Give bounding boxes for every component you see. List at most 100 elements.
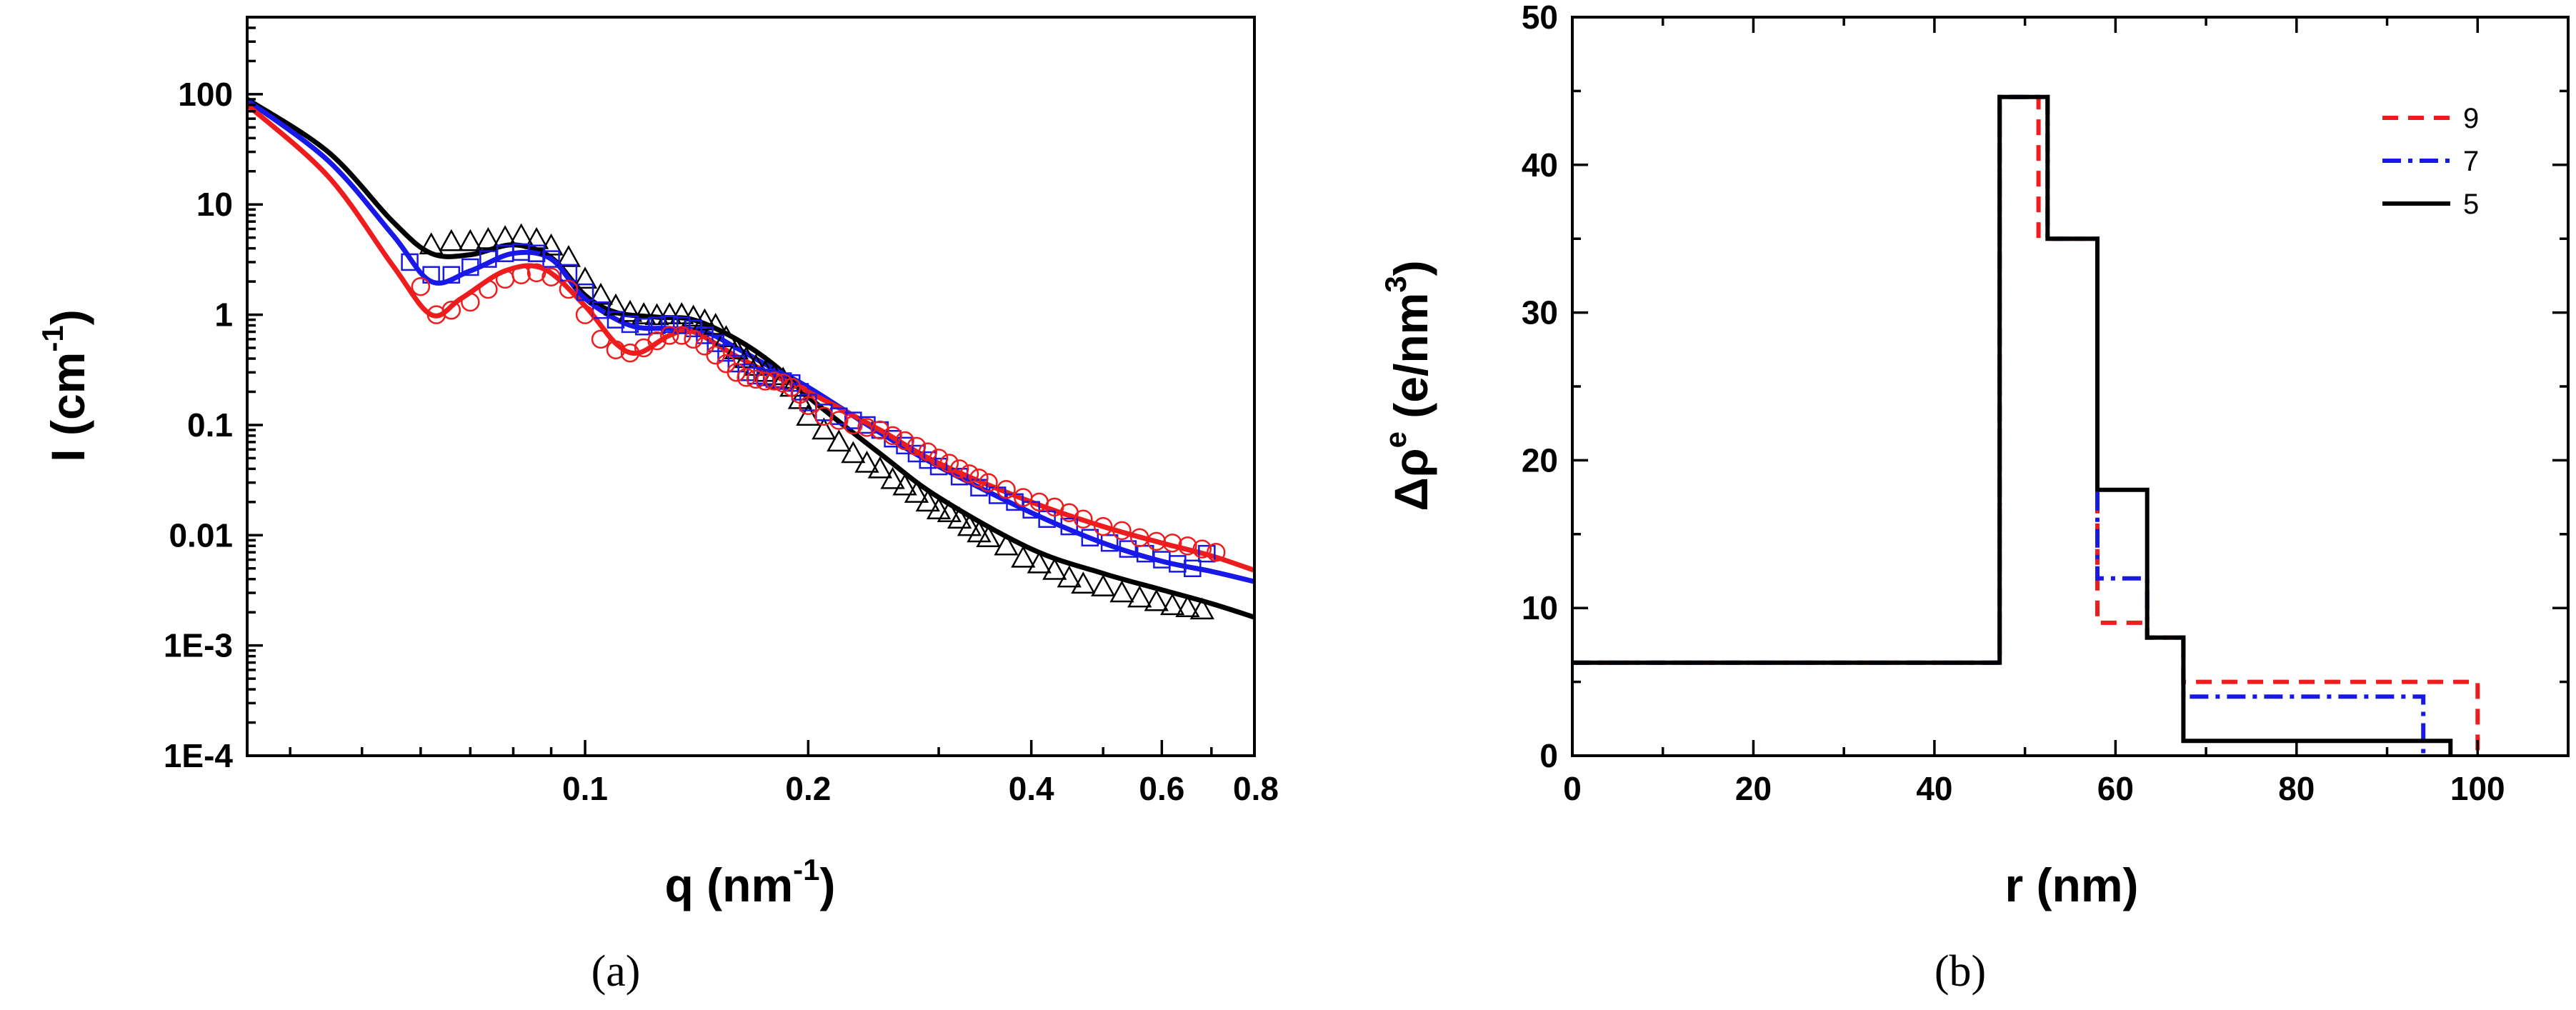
- black-data-point: [1011, 545, 1036, 568]
- red-data-point: [959, 464, 979, 484]
- red-fit-line: [247, 103, 1254, 573]
- red-data-point: [764, 371, 784, 391]
- red-data-point: [526, 263, 546, 283]
- black-data-point: [1042, 557, 1067, 580]
- red-data-point: [606, 340, 626, 360]
- blue-data-point: [673, 316, 691, 334]
- black-data-point: [524, 226, 549, 249]
- blue-data-point: [461, 258, 479, 276]
- red-data-point: [706, 345, 725, 365]
- blue-data-point: [661, 315, 679, 334]
- y-tick-label: 40: [1522, 146, 1558, 184]
- black-data-point: [644, 303, 669, 326]
- red-data-point: [647, 331, 667, 351]
- black-data-point: [976, 525, 1001, 547]
- y-tick-label: 0: [1539, 737, 1558, 774]
- panel-b-plot-frame: [1571, 16, 2570, 757]
- black-data-point: [476, 226, 501, 249]
- black-data-point: [617, 299, 643, 322]
- red-data-point: [479, 279, 498, 299]
- legend-label-7: 7: [2463, 146, 2479, 177]
- red-data-point: [511, 265, 531, 285]
- panel-b-chart: 0 20 40 60 80 100 0 10 20 30 40 50 9 7 5 r (nm) Δρe (…: [1379, 0, 2570, 996]
- red-data-point: [461, 292, 480, 312]
- red-data-point: [895, 431, 914, 451]
- black-data-point: [1144, 589, 1169, 611]
- red-data-point: [591, 329, 611, 349]
- black-data-point: [796, 404, 821, 426]
- profile-line-9: [1572, 94, 2480, 756]
- red-data-point: [883, 426, 902, 446]
- blue-data-point: [1198, 544, 1216, 563]
- y-tick-label: 0.1: [187, 406, 233, 444]
- red-data-point: [870, 420, 890, 440]
- black-data-point: [669, 302, 694, 324]
- black-data-point: [714, 325, 739, 347]
- blue-data-point: [1184, 559, 1202, 578]
- black-data-point: [926, 497, 952, 519]
- black-data-point: [724, 337, 749, 360]
- black-data-point: [657, 302, 682, 324]
- blue-data-point: [621, 315, 639, 334]
- red-data-point: [929, 449, 949, 468]
- blue-data-point: [1081, 529, 1099, 546]
- legend-label-5: 5: [2463, 189, 2479, 220]
- x-tick-label: 40: [1916, 770, 1952, 807]
- x-tick-label: 0.6: [1139, 770, 1184, 807]
- panel-a-caption: (a): [591, 947, 641, 996]
- blue-data-point: [442, 266, 461, 284]
- y-tick-label: 1E-3: [164, 627, 233, 664]
- red-data-point: [737, 368, 756, 387]
- profile-line-5: [1572, 94, 2453, 756]
- black-data-point: [703, 312, 728, 335]
- black-data-point: [880, 466, 905, 489]
- blue-data-point: [929, 457, 948, 476]
- panel-a-chart: 100 10 1 0.1 0.01 1E-3 1E-4 0.1 0.2 0.4 0.6 0.8 q (…: [36, 16, 1279, 996]
- red-data-point: [755, 371, 775, 391]
- x-tick-label: 100: [2450, 770, 2505, 807]
- red-data-point: [541, 267, 561, 286]
- blue-data-point: [1060, 517, 1078, 536]
- panel-a-fit-curves: [247, 97, 1254, 620]
- black-data-point: [1109, 580, 1134, 603]
- x-tick-label: 0: [1563, 770, 1582, 807]
- blue-data-point: [606, 311, 625, 329]
- blue-data-point: [479, 250, 497, 268]
- panel-a-x-axis-label: q (nm-1): [665, 853, 836, 911]
- black-data-point: [915, 489, 940, 512]
- blue-data-point: [542, 250, 560, 268]
- blue-data-point: [634, 317, 653, 336]
- x-tick-label: 80: [2278, 770, 2315, 807]
- blue-data-point: [707, 334, 724, 352]
- black-data-point: [1071, 571, 1096, 594]
- red-data-point: [441, 300, 461, 320]
- black-data-point: [994, 533, 1019, 556]
- red-data-point: [411, 276, 431, 296]
- y-tick-label: 1: [214, 296, 233, 334]
- red-data-point: [857, 418, 877, 437]
- black-data-point: [1091, 574, 1116, 596]
- y-tick-label: 50: [1522, 0, 1558, 36]
- blue-data-point: [970, 479, 988, 496]
- blue-data-point: [648, 316, 666, 334]
- red-data-point: [1206, 542, 1226, 562]
- black-data-point: [588, 282, 614, 305]
- red-data-point: [727, 363, 747, 382]
- y-tick-label: 20: [1522, 441, 1558, 479]
- panel-a-ticks: 100 10 1 0.1 0.01 1E-3 1E-4 0.1 0.2 0.4 0.6 0.8: [164, 16, 1279, 807]
- black-data-point: [1189, 597, 1214, 620]
- blue-data-point: [1119, 540, 1137, 558]
- red-data-point: [672, 326, 692, 345]
- x-tick-label: 20: [1735, 770, 1772, 807]
- blue-data-point: [401, 253, 419, 271]
- black-data-point: [1127, 585, 1152, 608]
- red-data-point: [969, 469, 989, 488]
- panel-a-data-points: [401, 223, 1226, 620]
- y-tick-label: 0.01: [169, 516, 233, 554]
- red-data-point: [773, 374, 793, 393]
- black-data-point: [1160, 593, 1185, 616]
- black-data-point: [904, 481, 929, 503]
- red-data-point: [684, 329, 703, 349]
- black-data-point: [1175, 595, 1200, 618]
- red-data-point: [1147, 531, 1167, 551]
